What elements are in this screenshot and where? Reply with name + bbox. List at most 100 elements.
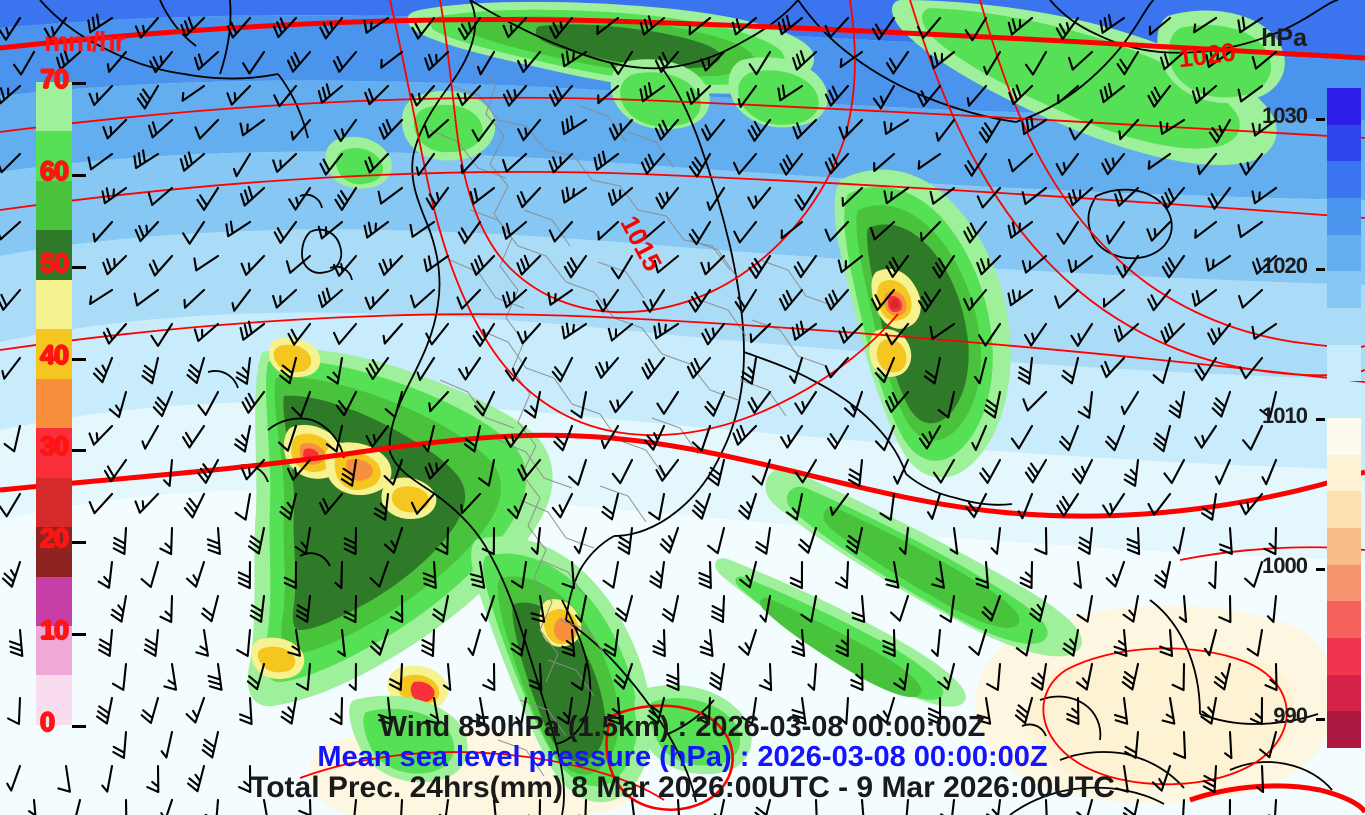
wind-barb	[234, 492, 252, 521]
wind-barb	[779, 288, 804, 311]
wind-barb	[1252, 254, 1278, 275]
wind-barb	[528, 662, 543, 692]
wind-barb	[1068, 118, 1094, 141]
wind-barb	[226, 84, 252, 106]
wind-barb	[824, 84, 850, 107]
wind-barb	[517, 50, 542, 73]
wind-barb	[1071, 458, 1094, 485]
wind-barb	[239, 118, 266, 137]
wind-barb	[1259, 730, 1278, 759]
wind-barb	[983, 390, 1002, 419]
wind-barb	[561, 186, 588, 204]
wind-barb	[319, 16, 344, 40]
wind-barb	[792, 50, 818, 71]
wind-barb	[824, 356, 850, 379]
wind-barb	[332, 254, 358, 277]
wind-barb	[1017, 492, 1034, 520]
wind-barb	[471, 696, 486, 725]
wind-barb	[1, 560, 22, 588]
wind-barb	[1102, 492, 1126, 517]
wind-barb	[102, 254, 128, 276]
wind-barb	[614, 594, 634, 623]
wind-barb	[593, 150, 620, 171]
wind-barb	[225, 220, 252, 238]
wind-barb	[986, 798, 1002, 815]
mslp-colorbar-tick-label: 1020	[1262, 253, 1308, 278]
wind-barb	[108, 390, 128, 419]
mslp-colorbar-band	[1327, 197, 1361, 235]
wind-barb	[88, 492, 114, 515]
wind-barb	[810, 798, 818, 815]
wind-barb	[147, 186, 174, 206]
wind-barb	[193, 322, 220, 343]
wind-barb	[617, 526, 634, 555]
wind-barb	[1239, 152, 1264, 176]
wind-barb	[990, 526, 1002, 555]
wind-barb	[759, 594, 772, 623]
wind-barb	[785, 492, 804, 521]
wind-barb	[917, 84, 942, 108]
wind-barb	[369, 628, 390, 656]
wind-barb	[1200, 696, 1218, 725]
wind-barb	[688, 288, 712, 313]
wind-barb	[285, 254, 312, 274]
wind-barb	[98, 628, 114, 657]
wind-barb	[279, 492, 298, 521]
wind-barb	[421, 628, 436, 658]
wind-barb	[791, 320, 818, 341]
wind-barb	[103, 458, 128, 483]
wind-barb	[923, 356, 942, 385]
wind-barb	[1263, 526, 1278, 556]
wind-barb	[1126, 526, 1141, 556]
wind-barb	[607, 322, 634, 342]
wind-barb	[1023, 322, 1048, 347]
wind-barb	[688, 220, 712, 246]
wind-barb	[410, 492, 436, 515]
precip-colorbar-tick	[72, 357, 86, 361]
wind-barb	[272, 152, 298, 173]
wind-barb	[1106, 220, 1126, 245]
wind-barb	[688, 152, 712, 178]
wind-barb	[1152, 356, 1172, 385]
wind-barb	[273, 84, 298, 108]
wind-barb	[1105, 424, 1126, 452]
precip-colorbar-band	[36, 329, 72, 379]
wind-barb	[1161, 254, 1186, 279]
precip-colorbar-band	[36, 625, 72, 676]
wind-barb	[160, 798, 174, 815]
precip-colorbar-band	[36, 576, 72, 626]
wind-barb	[1171, 662, 1186, 692]
wind-barb	[884, 560, 900, 589]
wind-barb	[610, 50, 634, 76]
wind-barb	[134, 16, 160, 39]
wind-barb	[1029, 594, 1048, 623]
wind-barb	[653, 322, 680, 340]
wind-barb	[595, 288, 620, 313]
wind-barb	[874, 356, 896, 384]
wind-barb	[738, 492, 758, 520]
wind-barb	[1116, 50, 1140, 76]
wind-barb	[666, 662, 680, 692]
wind-barb	[435, 526, 450, 556]
wind-barb	[704, 390, 726, 417]
mslp-colorbar-band	[1327, 417, 1361, 455]
wind-barb	[755, 526, 772, 555]
wind-barb	[458, 356, 482, 381]
wind-barb	[246, 662, 266, 691]
wind-barb	[839, 696, 850, 725]
wind-barb	[791, 628, 806, 657]
wind-barb	[885, 254, 910, 278]
mslp-colorbar-band	[1327, 88, 1361, 125]
wind-barb	[456, 84, 482, 107]
wind-barb	[424, 458, 450, 480]
wind-barb	[845, 526, 864, 555]
wind-barb	[561, 50, 588, 68]
wind-barb	[150, 322, 174, 347]
wind-barb	[88, 424, 114, 446]
precip-colorbar-tick	[72, 449, 86, 453]
wind-barb	[438, 798, 450, 815]
wind-barb	[75, 798, 82, 815]
wind-barb	[279, 356, 298, 385]
wind-barb	[332, 322, 358, 345]
wind-barb	[937, 662, 956, 691]
